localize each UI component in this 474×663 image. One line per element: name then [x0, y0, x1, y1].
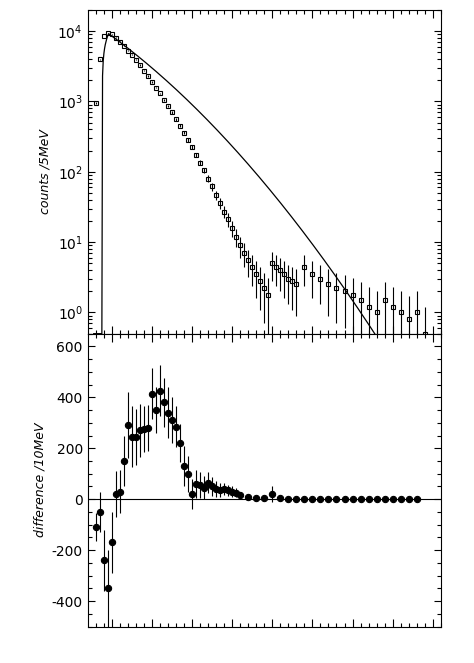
- Y-axis label: counts /5MeV: counts /5MeV: [39, 129, 52, 214]
- Y-axis label: difference /10MeV: difference /10MeV: [33, 423, 46, 537]
